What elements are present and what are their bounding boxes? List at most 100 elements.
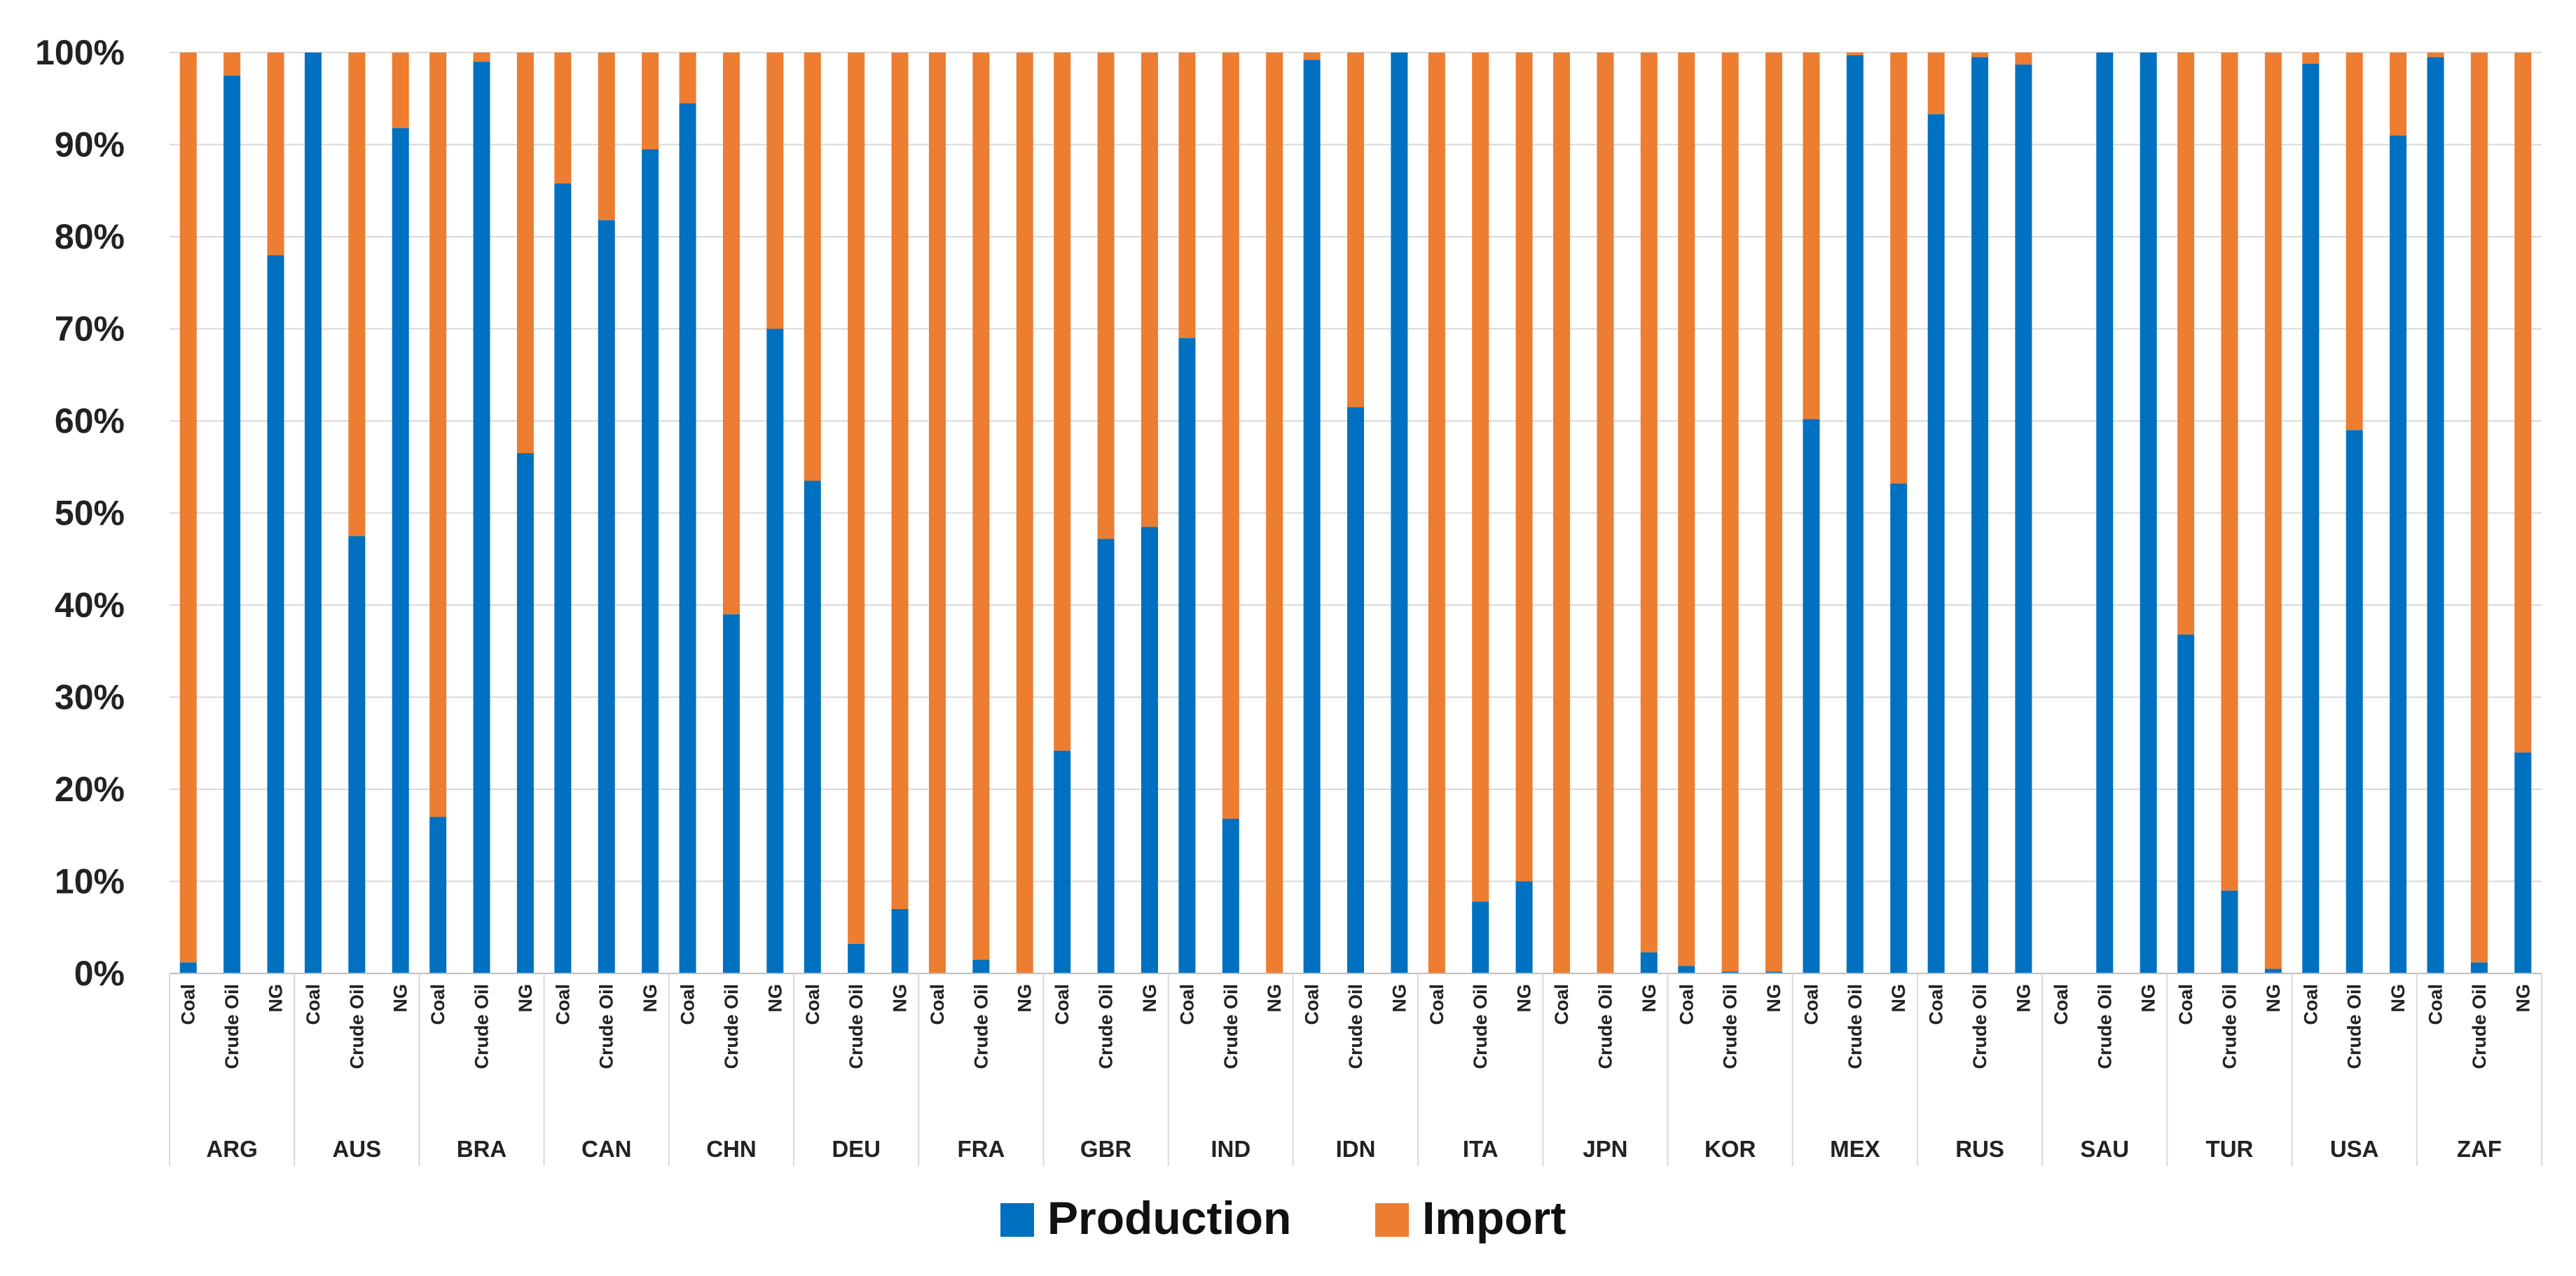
x-group-label-kor: KOR <box>1704 1136 1756 1162</box>
bar-production-aus-ng <box>392 127 409 974</box>
bar-import-kor-coal <box>1678 53 1695 966</box>
bar-production-arg-coal <box>179 962 197 973</box>
bar-import-bra-crude-oil <box>473 53 490 62</box>
bar-production-tur-coal <box>2177 634 2195 973</box>
x-category-label: Crude Oil <box>2219 984 2240 1069</box>
bar-production-gbr-crude-oil <box>1097 539 1115 973</box>
x-axis: Coal Crude Oil NG ARG Coal Crude Oil NG AUS Coal… <box>169 973 2542 1166</box>
x-category-label: NG <box>1139 984 1160 1013</box>
bar-production-idn-ng <box>1391 53 1408 973</box>
y-tick-label: 10% <box>55 862 125 901</box>
bar-production-zaf-coal <box>2427 57 2444 974</box>
bar-production-mex-coal <box>1803 419 1820 973</box>
x-category-label: NG <box>1264 984 1285 1013</box>
bar-production-usa-coal <box>2302 63 2320 973</box>
x-category-label: Crude Oil <box>1096 984 1117 1069</box>
x-category-label: Crude Oil <box>1720 984 1741 1069</box>
bar-import-jpn-crude-oil <box>1597 53 1614 973</box>
bar-import-bra-ng <box>516 53 534 454</box>
x-category-label: NG <box>2263 984 2284 1013</box>
bar-production-can-crude-oil <box>598 220 615 974</box>
bar-production-gbr-ng <box>1141 527 1158 973</box>
bar-production-aus-coal <box>304 53 322 973</box>
x-group-label-tur: TUR <box>2206 1136 2254 1162</box>
bar-import-ind-ng <box>1266 53 1283 973</box>
bar-production-chn-coal <box>679 103 696 974</box>
bar-production-chn-ng <box>766 328 784 973</box>
bar-import-ita-coal <box>1428 53 1445 973</box>
x-category-label: Crude Oil <box>721 984 742 1069</box>
x-category-label: Coal <box>427 984 448 1025</box>
bar-import-can-crude-oil <box>598 53 615 221</box>
bar-import-ind-crude-oil <box>1222 53 1239 819</box>
bar-production-tur-crude-oil <box>2221 890 2238 973</box>
y-tick-label: 30% <box>55 678 125 717</box>
bar-import-fra-coal <box>928 53 946 973</box>
bar-production-bra-ng <box>516 453 534 973</box>
x-category-label: Coal <box>677 984 698 1025</box>
legend: Production Import <box>1000 1192 1566 1244</box>
bars <box>179 53 2532 974</box>
x-category-label: NG <box>515 984 536 1013</box>
bar-import-ita-crude-oil <box>1472 53 1489 902</box>
x-category-label: Crude Oil <box>1969 984 1990 1069</box>
x-group-label-arg: ARG <box>206 1136 257 1162</box>
bar-import-can-coal <box>554 53 572 183</box>
x-category-label: NG <box>2512 984 2533 1013</box>
x-group-label-bra: BRA <box>457 1136 507 1162</box>
bar-production-can-coal <box>554 183 572 974</box>
x-category-label: NG <box>764 984 785 1013</box>
bar-import-mex-crude-oil <box>1846 53 1864 55</box>
bar-import-jpn-ng <box>1640 53 1658 952</box>
bar-production-bra-coal <box>429 817 447 973</box>
x-category-label: NG <box>1514 984 1535 1013</box>
x-category-label: Crude Oil <box>346 984 367 1069</box>
x-category-label: NG <box>640 984 661 1013</box>
bar-production-ind-coal <box>1178 338 1196 973</box>
bar-import-rus-crude-oil <box>1971 53 1989 57</box>
x-category-label: NG <box>1389 984 1410 1013</box>
bar-import-usa-crude-oil <box>2346 53 2363 431</box>
bar-import-zaf-crude-oil <box>2470 53 2488 963</box>
x-category-label: NG <box>1014 984 1035 1013</box>
x-category-label: NG <box>2013 984 2034 1013</box>
bar-production-chn-crude-oil <box>722 614 740 973</box>
bar-production-ind-crude-oil <box>1222 819 1239 973</box>
bar-import-usa-coal <box>2302 53 2320 64</box>
x-group-label-aus: AUS <box>332 1136 381 1162</box>
y-tick-label: 40% <box>55 585 125 625</box>
y-tick-label: 100% <box>35 33 125 72</box>
x-group-label-ind: IND <box>1211 1136 1251 1162</box>
bar-import-chn-coal <box>679 53 696 104</box>
bar-production-sau-crude-oil <box>2096 53 2114 973</box>
bar-production-rus-coal <box>1927 114 1945 974</box>
x-category-label: NG <box>1763 984 1784 1013</box>
bar-import-mex-ng <box>1890 53 1908 484</box>
bar-production-deu-crude-oil <box>848 943 865 973</box>
x-category-label: Crude Oil <box>970 984 991 1069</box>
bar-production-kor-coal <box>1678 966 1695 973</box>
bar-production-rus-ng <box>2015 64 2032 974</box>
x-category-label: Crude Oil <box>1470 984 1491 1069</box>
x-category-label: Coal <box>1302 984 1323 1025</box>
bar-import-tur-ng <box>2264 53 2282 969</box>
bar-import-arg-coal <box>179 53 197 963</box>
x-group-label-fra: FRA <box>957 1136 1005 1162</box>
bar-import-jpn-coal <box>1553 53 1571 973</box>
y-tick-label: 20% <box>55 770 125 809</box>
x-group-label-can: CAN <box>581 1136 632 1162</box>
legend-swatch-production <box>1000 1203 1034 1237</box>
bar-production-usa-crude-oil <box>2346 430 2363 973</box>
x-category-label: Crude Oil <box>1345 984 1366 1069</box>
bar-import-fra-crude-oil <box>972 53 990 960</box>
bar-import-gbr-ng <box>1141 53 1158 527</box>
x-category-label: Coal <box>1052 984 1073 1025</box>
x-category-label: NG <box>2388 984 2409 1013</box>
bar-import-aus-crude-oil <box>348 53 366 536</box>
bar-import-ind-coal <box>1178 53 1196 338</box>
bar-import-tur-coal <box>2177 53 2195 635</box>
bar-import-usa-ng <box>2390 53 2407 136</box>
bar-production-deu-ng <box>891 908 909 973</box>
bar-import-mex-coal <box>1803 53 1820 419</box>
bar-import-rus-ng <box>2015 53 2032 65</box>
